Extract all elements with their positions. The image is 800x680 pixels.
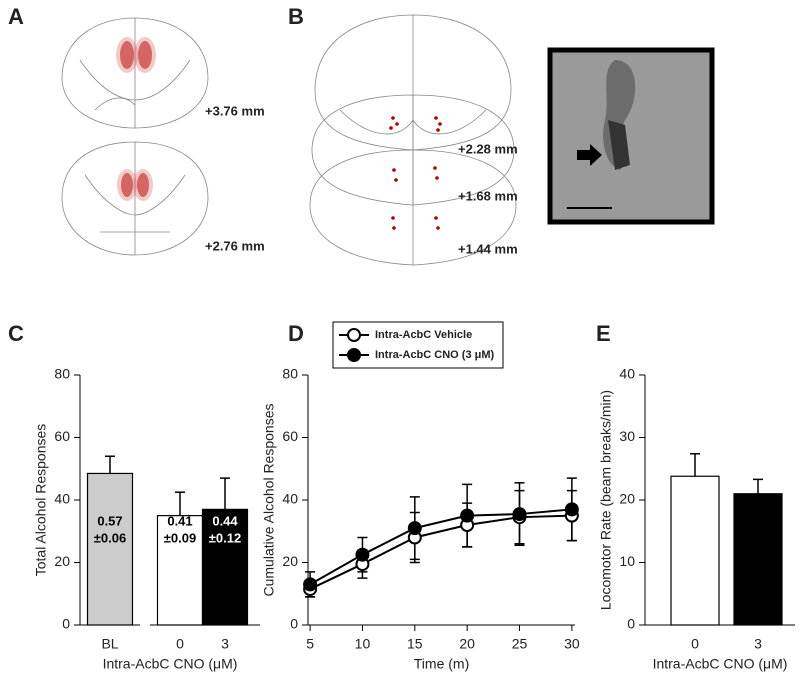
section-label: +2.76 mm	[205, 238, 265, 253]
y-axis-label: Locomotor Rate (beam breaks/min)	[598, 390, 614, 610]
section-label: +3.76 mm	[205, 103, 265, 118]
y-tick-label: 40	[54, 491, 70, 507]
bar-note: ±0.12	[209, 530, 241, 545]
x-tick-label: 0	[176, 636, 184, 652]
bar	[86, 472, 134, 626]
section-label: +1.44 mm	[458, 241, 518, 256]
panel-label: A	[8, 4, 24, 29]
y-tick-label: 20	[282, 553, 298, 569]
y-tick-label: 10	[619, 553, 635, 569]
y-axis-label: Cumulative Alcohol Responses	[261, 404, 277, 597]
y-axis-label: Total Alcohol Responses	[33, 424, 49, 577]
y-tick-label: 60	[54, 428, 70, 444]
panel-label: C	[8, 321, 24, 346]
marker	[460, 508, 475, 523]
x-tick-label: 25	[512, 636, 528, 652]
y-tick-label: 30	[619, 428, 635, 444]
bar	[156, 515, 204, 626]
y-tick-label: 20	[54, 553, 70, 569]
x-tick-label: 20	[459, 636, 475, 652]
y-tick-label: 0	[627, 616, 635, 632]
bar	[670, 475, 720, 626]
y-tick-label: 0	[290, 616, 298, 632]
legend-label: Intra-AcbC CNO (3 μM)	[375, 349, 495, 361]
x-tick-label: 15	[407, 636, 423, 652]
legend-marker	[347, 348, 361, 362]
x-axis-label: Intra-AcbC CNO (μM)	[653, 656, 788, 672]
y-tick-label: 40	[282, 491, 298, 507]
x-tick-label: 3	[221, 636, 229, 652]
x-tick-label: 0	[691, 636, 699, 652]
brain-section	[61, 17, 209, 256]
y-tick-label: 40	[619, 366, 635, 382]
section-label: +1.68 mm	[458, 188, 518, 203]
marker	[564, 502, 579, 517]
marker	[407, 521, 422, 536]
bar	[201, 508, 249, 626]
bar-note: ±0.09	[164, 530, 196, 545]
x-tick-label: 5	[306, 636, 314, 652]
y-tick-label: 80	[282, 366, 298, 382]
marker	[355, 547, 370, 562]
bar-note: 0.41	[167, 513, 192, 528]
legend-label: Intra-AcbC Vehicle	[375, 329, 472, 341]
legend-marker	[347, 328, 361, 342]
x-axis-label: Time (m)	[414, 656, 469, 672]
x-axis-label: Intra-AcbC CNO (μM)	[103, 656, 238, 672]
legend	[332, 321, 504, 369]
marker	[512, 507, 527, 522]
bar	[733, 493, 783, 626]
histology-photo	[547, 47, 715, 225]
y-tick-label: 60	[282, 428, 298, 444]
panel-label: D	[288, 321, 304, 346]
y-tick-label: 0	[62, 616, 70, 632]
x-tick-label: 3	[754, 636, 762, 652]
panel-label: B	[288, 4, 304, 29]
y-tick-label: 80	[54, 366, 70, 382]
x-tick-label: 30	[564, 636, 580, 652]
section-label: +2.28 mm	[458, 141, 518, 156]
bar-note: ±0.06	[94, 530, 126, 545]
bar-note: 0.44	[212, 513, 238, 528]
panel-label: E	[596, 321, 611, 346]
series-line	[309, 514, 572, 590]
marker	[303, 577, 318, 592]
x-tick-label: BL	[101, 636, 118, 652]
brain-section	[309, 14, 517, 266]
series-line	[309, 508, 572, 586]
bar-note: 0.57	[97, 513, 122, 528]
y-tick-label: 20	[619, 491, 635, 507]
x-tick-label: 10	[355, 636, 371, 652]
